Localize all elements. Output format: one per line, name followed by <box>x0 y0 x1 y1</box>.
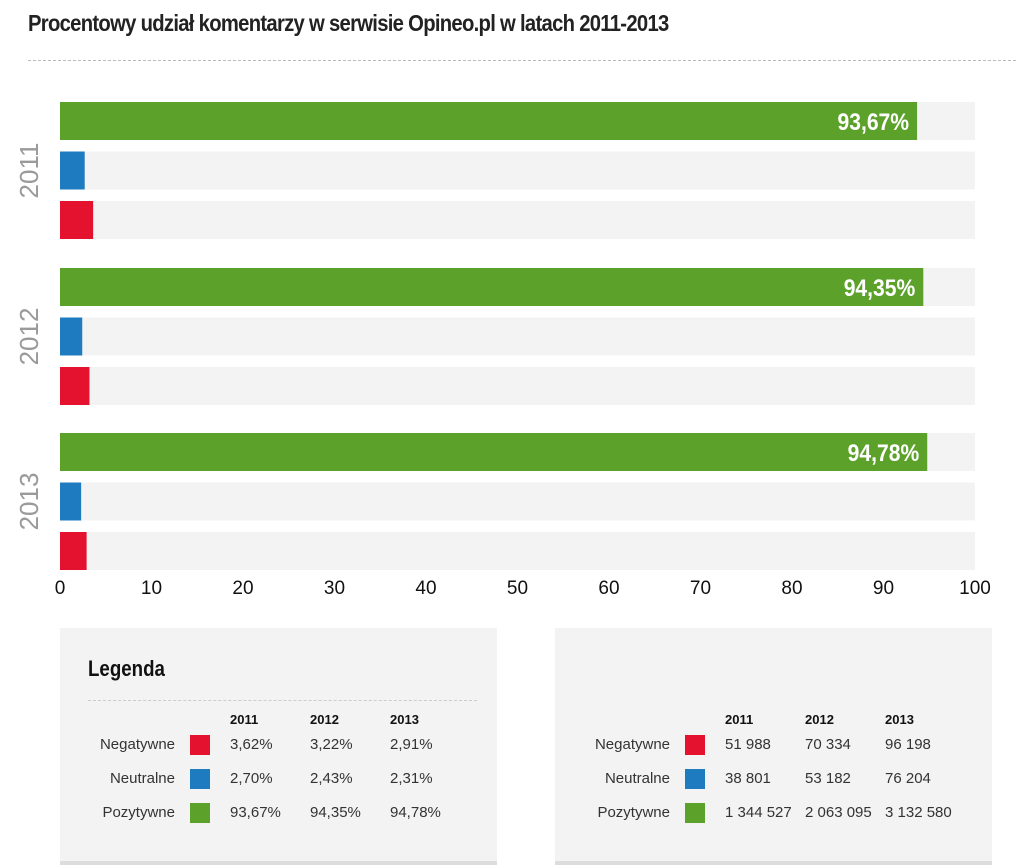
bar-track <box>60 151 975 190</box>
legend-value: 3,22% <box>310 736 353 753</box>
bar-track <box>60 367 975 405</box>
legend-title: Legenda <box>88 656 165 681</box>
legend-swatch <box>685 769 705 789</box>
year-label: 2012 <box>14 308 44 366</box>
x-tick-label: 30 <box>324 578 345 599</box>
x-tick-label: 80 <box>781 578 802 599</box>
legend-label: Neutralne <box>604 770 670 787</box>
bar-value-label: 94,35% <box>844 275 916 302</box>
legend-value: 53 182 <box>805 770 851 787</box>
bar-neutralne-2012 <box>60 317 83 356</box>
x-tick-label: 50 <box>507 578 528 599</box>
year-header: 2012 <box>310 712 339 727</box>
chart-title: Procentowy udział komentarzy w serwisie … <box>28 10 669 36</box>
legend-divider <box>88 700 477 701</box>
title-divider <box>28 60 1016 61</box>
x-tick-label: 70 <box>690 578 711 599</box>
legend-value: 2,91% <box>390 736 433 753</box>
legend-value: 38 801 <box>725 770 771 787</box>
legend-value: 3 132 580 <box>885 804 952 821</box>
legend-value: 94,35% <box>310 804 361 821</box>
legend-value: 76 204 <box>885 770 931 787</box>
legend-value: 51 988 <box>725 736 771 753</box>
legend-swatch <box>190 769 210 789</box>
legend-percent-panel: Legenda 2011 2012 2013 Negatywne 3,62% 3,22% 2… <box>60 628 497 865</box>
year-header: 2011 <box>725 712 754 727</box>
legend-value: 70 334 <box>805 736 851 753</box>
legend-swatch <box>685 735 705 755</box>
year-header: 2012 <box>805 712 834 727</box>
bar-track <box>60 482 975 521</box>
bar-negatywne-2013 <box>60 532 87 570</box>
bar-pozytywne-2011 <box>60 102 918 140</box>
bar-value-label: 93,67% <box>837 109 909 136</box>
legend-value: 2,31% <box>390 770 433 787</box>
legend-value: 93,67% <box>230 804 281 821</box>
x-tick-label: 100 <box>959 578 991 599</box>
x-tick-label: 60 <box>598 578 619 599</box>
year-header: 2013 <box>390 712 419 727</box>
year-label: 2011 <box>14 143 44 199</box>
bar-neutralne-2013 <box>60 482 82 521</box>
legend-label: Negatywne <box>594 736 670 753</box>
bar-negatywne-2012 <box>60 367 90 405</box>
legend-swatch <box>190 735 210 755</box>
bar-value-label: 94,78% <box>848 440 920 467</box>
x-tick-label: 10 <box>141 578 162 599</box>
year-header: 2011 <box>230 712 259 727</box>
legend-label: Negatywne <box>99 736 175 753</box>
year-header: 2013 <box>885 712 914 727</box>
bar-track <box>60 317 975 356</box>
bar-neutralne-2011 <box>60 151 85 190</box>
legend-count-panel: 2011 2012 2013 Negatywne 51 988 70 334 96 198 N… <box>555 628 992 865</box>
legend-value: 1 344 527 <box>725 804 792 821</box>
bar-pozytywne-2012 <box>60 268 924 306</box>
bar-track <box>60 532 975 570</box>
bar-track <box>60 201 975 239</box>
legend-value: 2,70% <box>230 770 273 787</box>
x-tick-label: 40 <box>415 578 436 599</box>
legend-swatch <box>685 803 705 823</box>
x-tick-label: 0 <box>55 578 66 599</box>
legend-label: Pozytywne <box>102 804 175 821</box>
legend-value: 2,43% <box>310 770 353 787</box>
legend-label: Neutralne <box>109 770 175 787</box>
legend-value: 3,62% <box>230 736 273 753</box>
bar-pozytywne-2013 <box>60 433 928 471</box>
x-tick-label: 20 <box>232 578 253 599</box>
year-label: 2013 <box>14 473 44 531</box>
legend-value: 2 063 095 <box>805 804 872 821</box>
bar-negatywne-2011 <box>60 201 94 239</box>
legend-swatch <box>190 803 210 823</box>
legend-label: Pozytywne <box>597 804 670 821</box>
bar-chart: 93,67% 2011 94,35% 2012 94,78% 2013 0 10 20 30 40 5… <box>14 102 991 599</box>
x-tick-label: 90 <box>873 578 894 599</box>
legend-value: 94,78% <box>390 804 441 821</box>
legend-value: 96 198 <box>885 736 931 753</box>
